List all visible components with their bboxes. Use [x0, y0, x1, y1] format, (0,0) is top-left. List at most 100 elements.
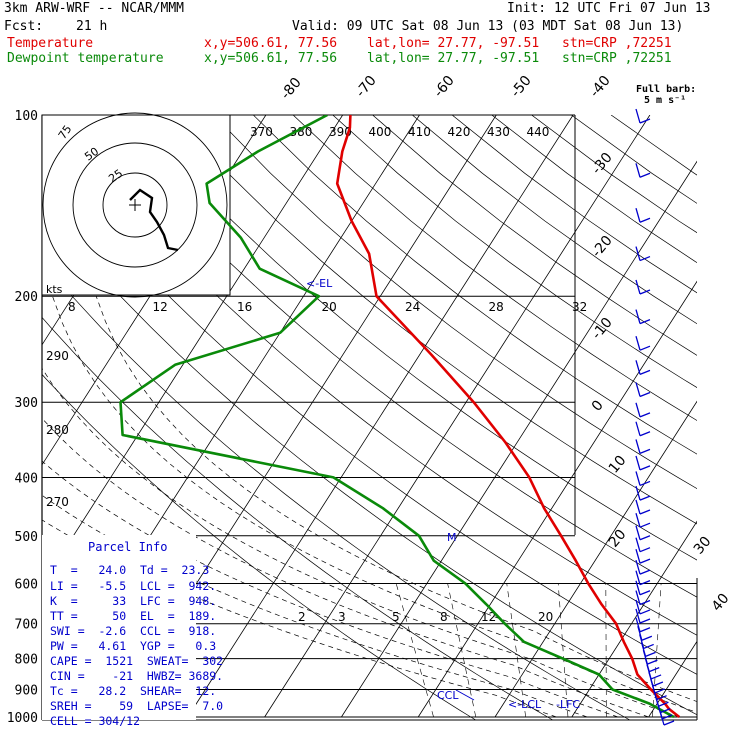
dry-adiabat-line [571, 115, 697, 204]
mixing-ratio-bottom-label: 8 [440, 610, 448, 624]
wind-barb-staff [635, 485, 641, 501]
wind-barb-flag [650, 674, 662, 680]
isotherm-label: 30 [691, 534, 715, 558]
pressure-tick-label: 1000 [7, 711, 38, 726]
wind-barb-flag [639, 118, 651, 124]
legend-dewpoint-station: stn=CRP ,72251 [562, 51, 672, 66]
wind-barb-staff [635, 599, 641, 615]
dry-adiabat-line [253, 115, 697, 455]
wind-barb-staff [635, 580, 641, 595]
wind-barb-flag [639, 599, 651, 606]
theta-label: 430 [487, 125, 510, 139]
moist-adiabat-line [52, 296, 697, 713]
mixing-ratio-top-label: 16 [237, 300, 252, 314]
isotherm-label: 40 [709, 591, 733, 615]
wind-barb-staff [635, 360, 641, 375]
wind-barb-flag [639, 580, 651, 586]
dry-adiabat-line [292, 115, 697, 421]
isotherm-line [648, 640, 697, 718]
dry-adiabat-line [94, 115, 697, 598]
wind-barb-flag [639, 391, 651, 398]
pressure-tick-label: 100 [15, 109, 38, 124]
wind-barb-flag [639, 255, 651, 262]
mixing-ratio-bottom-label: 5 [392, 610, 400, 624]
forecast-hour: 21 h [76, 19, 108, 34]
isotherm-line [187, 115, 574, 718]
wind-barb-flag [639, 448, 651, 454]
wind-barb-staff [635, 382, 641, 397]
wind-barb-flag [648, 667, 660, 673]
pressure-tick-label: 900 [15, 683, 38, 698]
ccl-marker: CCL [437, 689, 459, 702]
theta-label: 420 [448, 125, 471, 139]
wind-barb-flag [639, 609, 651, 615]
barb-note-line2: 5 m s⁻¹ [644, 95, 687, 106]
mixing-ratio-line [395, 583, 434, 718]
wind-barb-flag [639, 217, 651, 223]
wind-barb-flag [639, 318, 651, 325]
wind-barb-flag [663, 720, 675, 726]
dry-adiabat-line [42, 150, 697, 675]
isotherm-label: 10 [606, 453, 630, 477]
legend-dewpoint-label: Dewpoint temperature [7, 51, 164, 66]
parcel-row-7: CAPE = 1521 SWEAT= 302 [50, 654, 224, 668]
mixing-ratio-line [506, 583, 527, 718]
wind-barb-staff [635, 499, 641, 515]
mixing-ratio-bottom-label: 12 [481, 610, 496, 624]
wind-barb-flag [639, 522, 651, 528]
wind-barb-staff [635, 108, 641, 124]
isotherm-line [341, 160, 697, 718]
parcel-info-title: Parcel Info [88, 540, 168, 554]
wind-barb-flag [660, 708, 671, 714]
parcel-row-4: TT = 50 EL = 189. [50, 609, 217, 623]
theta-label: 380 [290, 125, 313, 139]
isotherm-label: -60 [431, 73, 458, 101]
wind-barb-staff [635, 309, 641, 324]
wind-barb-staff [635, 559, 641, 575]
legend-temperature-xy: x,y=506.61, 77.56 [204, 36, 338, 51]
dewpoint-profile [119, 115, 675, 719]
mixing-ratio-line [605, 583, 607, 718]
wind-barb-staff [635, 246, 641, 261]
wind-barb-staff [635, 421, 641, 436]
parcel-row-9: Tc = 28.2 SHEAR= 12. [50, 684, 217, 698]
parcel-row-10: SREH = 59 LAPSE= 7.0 [50, 699, 224, 713]
parcel-row-8: CIN = -21 HWBZ= 3689. [50, 669, 224, 683]
theta-label: 410 [408, 125, 431, 139]
legend-temperature-label: Temperature [7, 36, 94, 51]
theta-side-label: 270 [46, 495, 69, 509]
isotherm-line [571, 520, 697, 718]
wind-barb-flag [639, 618, 651, 624]
wind-barb-flag [639, 465, 651, 471]
pressure-tick-label: 500 [15, 530, 38, 545]
hodograph-ring [102, 172, 168, 238]
el-marker: <-EL [306, 277, 333, 290]
isotherm-label: -80 [278, 75, 305, 103]
model-title: 3km ARW-WRF -- NCAR/MMM [4, 1, 185, 16]
theta-side-label: 280 [46, 423, 69, 437]
lcl-marker: <-LCL [508, 698, 542, 711]
wind-barb-staff [659, 710, 665, 726]
barb-note-line1: Full barb: [636, 84, 697, 95]
wind-barb-staff [635, 570, 641, 585]
wind-barb-staff [635, 439, 641, 454]
forecast-label: Fcst: [4, 19, 44, 34]
parcel-row-11: CELL = 304/12 [50, 714, 141, 728]
wind-barb-staff [635, 525, 641, 540]
wind-barb-flag [647, 659, 658, 665]
mixing-ratio-line [557, 583, 569, 718]
legend-temperature-station: stn=CRP ,72251 [562, 36, 672, 51]
temperature-profile [335, 115, 681, 719]
dry-adiabat-line [491, 115, 697, 264]
wind-barb-flag [661, 714, 673, 720]
isotherm-label: 20 [606, 527, 630, 551]
mixing-ratio-bottom-label: 20 [538, 610, 553, 624]
wind-barb-flag [643, 643, 654, 650]
isotherm-label: 0 [589, 397, 607, 414]
moist-adiabat-line [42, 417, 649, 718]
wind-barb-flag [645, 651, 656, 658]
wind-barb-staff [635, 537, 641, 552]
theta-side-label: 290 [46, 349, 69, 363]
isotherm-label: -70 [353, 73, 380, 101]
